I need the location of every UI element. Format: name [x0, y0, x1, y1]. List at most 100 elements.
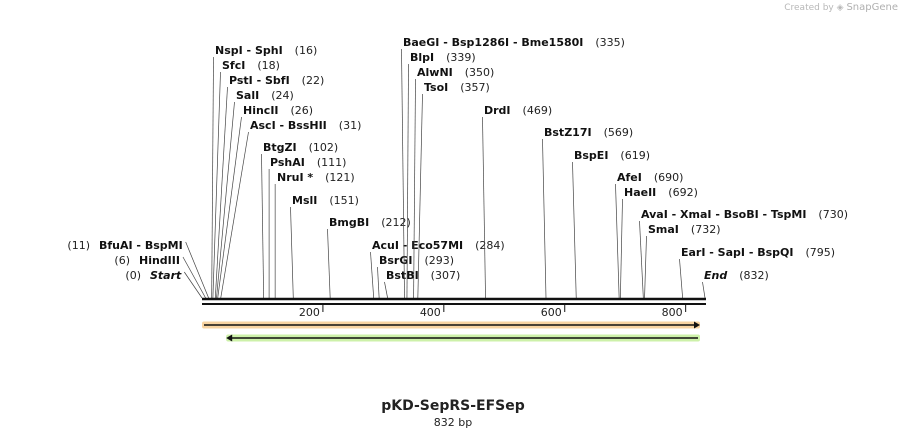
- snapgene-logo-icon: ◈: [836, 3, 844, 13]
- site-avai[interactable]: AvaI - XmaI - BsoBI - TspMI (730): [639, 208, 849, 299]
- sequence-backbone: [202, 297, 706, 305]
- site-label: BfuAI - BspMI: [99, 239, 183, 252]
- site-label: AvaI - XmaI - BsoBI - TspMI: [641, 208, 806, 221]
- site-label: TsoI: [424, 81, 448, 94]
- site-label: PstI - SbfI: [229, 74, 290, 87]
- site-position: (31): [339, 119, 362, 132]
- restriction-sites: (0) Start (6) HindIII (11) BfuAI - BspMI NspI …: [67, 36, 849, 299]
- credit-brand: SnapGene: [846, 2, 898, 13]
- site-position: (212): [381, 216, 411, 229]
- site-start[interactable]: (0) Start: [125, 269, 203, 299]
- site-position: (6): [114, 254, 130, 267]
- site-bspei[interactable]: BspEI (619): [572, 149, 651, 299]
- site-psti[interactable]: PstI - SbfI (22): [214, 74, 325, 299]
- site-label: SfcI: [222, 59, 245, 72]
- feature-arrowhead: [226, 334, 233, 342]
- site-position: (469): [523, 104, 553, 117]
- site-position: (293): [424, 254, 454, 267]
- site-smai[interactable]: SmaI (732): [644, 223, 721, 299]
- site-position: (619): [620, 149, 650, 162]
- site-label: HaeII: [624, 186, 656, 199]
- site-position: (350): [465, 66, 495, 79]
- site-haeii[interactable]: HaeII (692): [620, 186, 698, 299]
- ruler-tick-label: 800: [662, 306, 683, 319]
- feature-arrowhead: [694, 321, 700, 329]
- site-position: (22): [302, 74, 325, 87]
- site-pshai[interactable]: PshAI (111): [268, 156, 347, 298]
- site-label: PshAI: [270, 156, 305, 169]
- ruler-tick-label: 400: [420, 306, 441, 319]
- site-label: BaeGI - Bsp1286I - Bme1580I: [403, 36, 583, 49]
- snapgene-credit: Created by ◈ SnapGene: [784, 2, 898, 13]
- site-label: EarI - SapI - BspQI: [681, 246, 793, 259]
- site-position: (111): [317, 156, 347, 169]
- site-hindiii[interactable]: (6) HindIII: [114, 254, 206, 299]
- site-sali[interactable]: SalI (24): [216, 89, 294, 299]
- orange-feature[interactable]: [202, 321, 700, 329]
- sequence-length: 832 bp: [433, 416, 473, 429]
- site-label: Start: [150, 269, 182, 282]
- site-nrui[interactable]: NruI * (121): [274, 171, 355, 298]
- site-acui[interactable]: AcuI - Eco57MI (284): [370, 239, 505, 299]
- site-label: HindIII: [139, 254, 180, 267]
- site-label: BstZ17I: [544, 126, 592, 139]
- site-alwni[interactable]: AlwNI (350): [413, 66, 495, 299]
- site-btgzi[interactable]: BtgZI (102): [261, 141, 339, 299]
- site-label: End: [704, 269, 727, 282]
- site-end[interactable]: End (832): [702, 269, 769, 299]
- site-label: SmaI: [648, 223, 679, 236]
- site-label: BstBI: [386, 269, 419, 282]
- site-label: MslI: [292, 194, 317, 207]
- site-label: NruI *: [277, 171, 313, 184]
- site-position: (24): [271, 89, 294, 102]
- site-label: BspEI: [574, 149, 608, 162]
- site-position: (16): [295, 44, 318, 57]
- site-sfci[interactable]: SfcI (18): [212, 59, 280, 299]
- site-position: (18): [257, 59, 280, 72]
- site-label: BlpI: [410, 51, 434, 64]
- site-position: (121): [325, 171, 355, 184]
- site-position: (151): [329, 194, 359, 207]
- site-position: (569): [604, 126, 634, 139]
- site-label: AscI - BssHII: [250, 119, 327, 132]
- site-label: HincII: [243, 104, 279, 117]
- credit-created-by: Created by: [784, 3, 834, 13]
- site-label: AlwNI: [417, 66, 453, 79]
- site-position: (284): [475, 239, 505, 252]
- site-msli[interactable]: MslI (151): [290, 194, 359, 299]
- site-position: (26): [291, 104, 314, 117]
- site-hincii[interactable]: HincII (26): [217, 104, 314, 299]
- site-label: DrdI: [484, 104, 511, 117]
- site-position: (730): [818, 208, 848, 221]
- site-label: BtgZI: [263, 141, 297, 154]
- site-bstbi[interactable]: BstBI (307): [384, 269, 461, 299]
- site-label: SalI: [236, 89, 259, 102]
- ruler: 200 400 600 800: [299, 305, 687, 319]
- site-position: (690): [654, 171, 684, 184]
- site-baegi[interactable]: BaeGI - Bsp1286I - Bme1580I (335): [401, 36, 625, 299]
- ruler-tick-label: 600: [541, 306, 562, 319]
- site-position: (832): [739, 269, 769, 282]
- site-asci[interactable]: AscI - BssHII (31): [220, 119, 362, 299]
- site-position: (307): [431, 269, 461, 282]
- site-label: AfeI: [617, 171, 642, 184]
- site-label: BmgBI: [329, 216, 369, 229]
- green-feature[interactable]: [226, 334, 701, 342]
- site-position: (339): [446, 51, 476, 64]
- site-position: (335): [595, 36, 625, 49]
- site-nspi[interactable]: NspI - SphI (16): [211, 44, 318, 299]
- sequence-name: pKD-SepRS-EFSep: [381, 398, 525, 414]
- site-eari[interactable]: EarI - SapI - BspQI (795): [679, 246, 836, 299]
- site-afei[interactable]: AfeI (690): [615, 171, 684, 299]
- site-position: (795): [805, 246, 835, 259]
- site-bfuai[interactable]: (11) BfuAI - BspMI: [67, 239, 209, 299]
- site-tsoi[interactable]: TsoI (357): [417, 81, 490, 299]
- site-drdi[interactable]: DrdI (469): [482, 104, 553, 299]
- site-position: (11): [67, 239, 90, 252]
- site-blpi[interactable]: BlpI (339): [406, 51, 476, 299]
- features: [202, 321, 701, 342]
- site-bstz17i[interactable]: BstZ17I (569): [542, 126, 634, 299]
- site-position: (0): [125, 269, 141, 282]
- site-position: (102): [309, 141, 339, 154]
